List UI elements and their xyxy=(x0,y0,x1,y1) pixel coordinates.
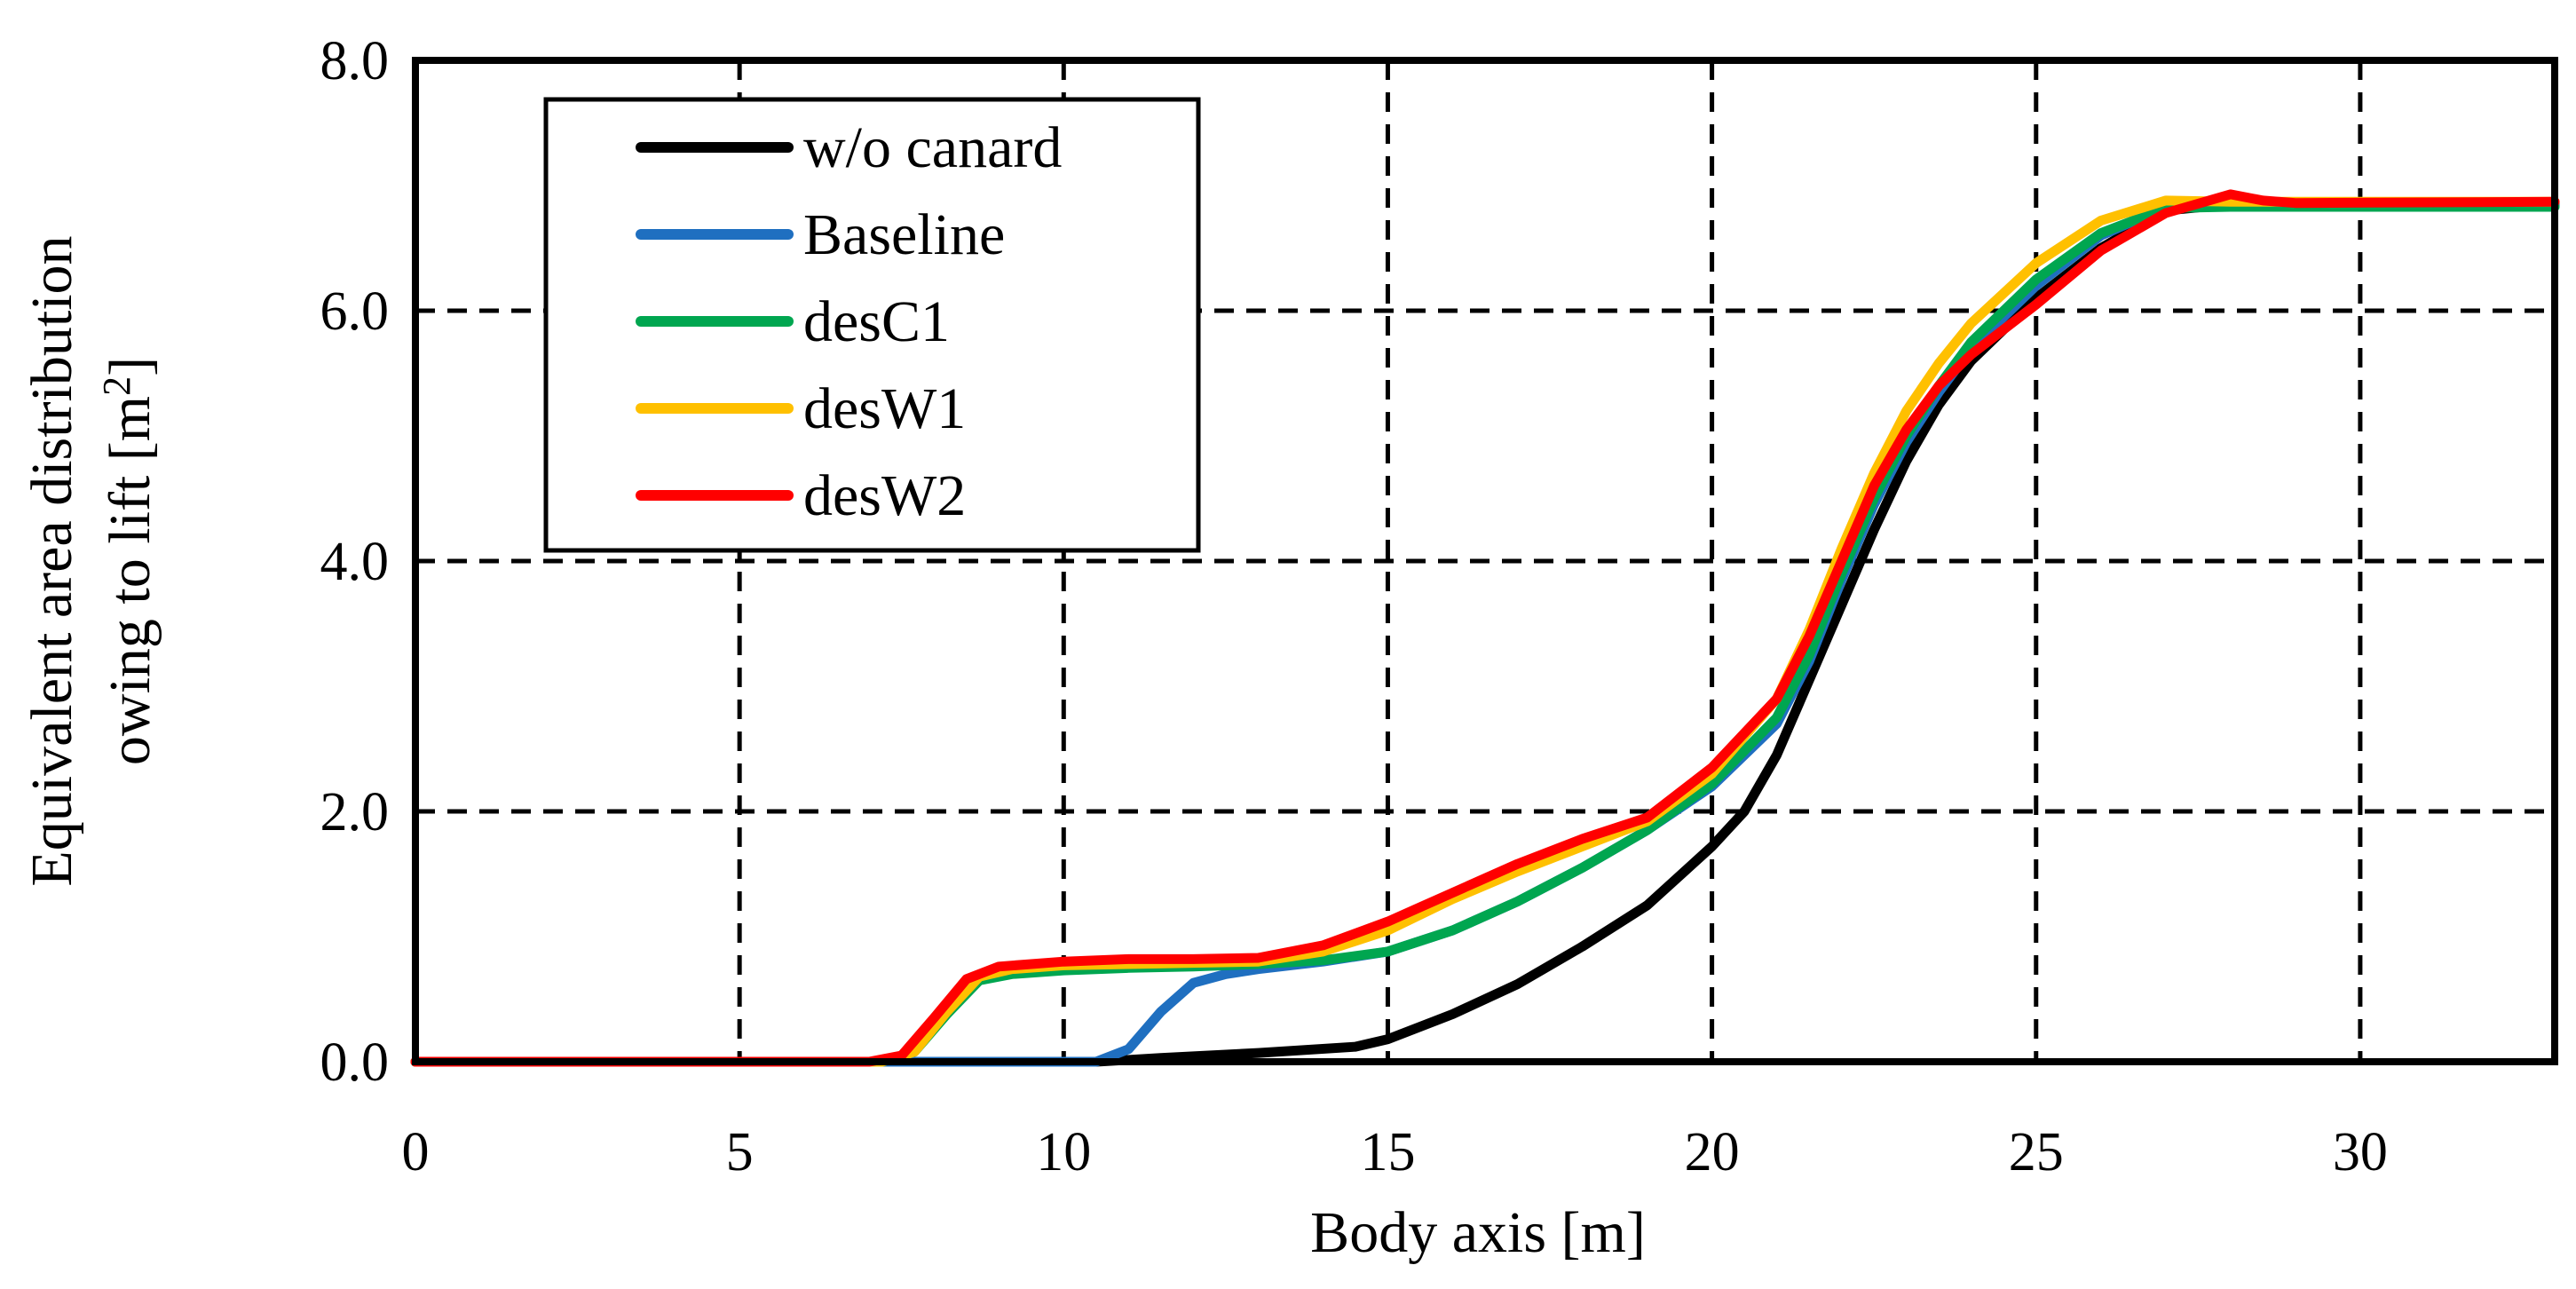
x-tick-label: 30 xyxy=(2333,1122,2388,1182)
legend-label: w/o canard xyxy=(803,115,1062,180)
y-axis-title-close: ] xyxy=(98,357,162,376)
y-tick-label: 2.0 xyxy=(320,782,390,842)
series-line-desw1 xyxy=(410,195,2560,1067)
x-tick-label: 25 xyxy=(2009,1122,2064,1182)
legend-label: Baseline xyxy=(803,202,1005,267)
x-tick-label: 15 xyxy=(1360,1122,1415,1182)
y-tick-label: 6.0 xyxy=(320,281,390,342)
legend: w/o canard Baseline desC1 desW1 desW2 xyxy=(543,97,1201,553)
series-lines xyxy=(410,189,2560,1067)
x-tick-label: 20 xyxy=(1685,1122,1740,1182)
x-tick-label: 10 xyxy=(1036,1122,1091,1182)
x-tick-label: 5 xyxy=(726,1122,754,1182)
y-tick-label: 8.0 xyxy=(320,31,390,91)
series-line-desw2 xyxy=(410,189,2560,1067)
y-axis-title-line1: Equivalent area distribution xyxy=(20,235,84,886)
y-tick-label: 0.0 xyxy=(320,1032,390,1093)
x-axis-title: Body axis [m] xyxy=(1310,1200,1646,1265)
plot-frame xyxy=(412,57,2558,1065)
x-tick-label: 0 xyxy=(402,1122,430,1182)
y-axis-title-superscript: 2 xyxy=(95,376,138,396)
y-axis-title-text: owing to lift [m xyxy=(98,396,162,765)
tick-labels: 0 5 10 15 20 25 30 0.0 2.0 4.0 6.0 8.0 xyxy=(320,31,2388,1182)
y-axis-title-line2: owing to lift [m2] xyxy=(95,357,162,765)
y-tick-label: 4.0 xyxy=(320,532,390,592)
legend-label: desC1 xyxy=(803,289,950,354)
legend-label: desW1 xyxy=(803,376,966,441)
legend-label: desW2 xyxy=(803,463,966,528)
